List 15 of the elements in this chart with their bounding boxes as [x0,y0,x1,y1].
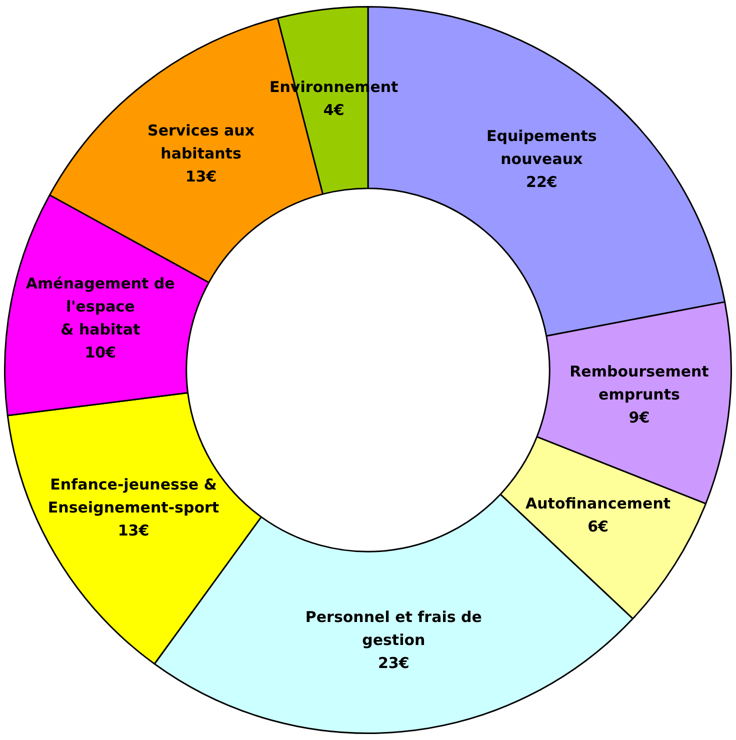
data-label: 9€ [628,408,650,427]
data-label: 13€ [118,522,150,540]
slice-label: Services aux habitants [148,122,255,163]
slice-label: Enfance-jeunesse & Enseignement-sport [48,476,220,517]
slice-label: Equipements nouveaux [486,126,597,168]
slice-label: Remboursement emprunts [570,362,709,404]
data-label: 10€ [84,343,116,362]
data-label: 13€ [185,168,217,186]
slice-label: Autofinancement [525,494,671,512]
data-label: 23€ [378,654,410,672]
slice-label: Personnel et frais de gestion [305,608,482,650]
data-label: 4€ [323,101,344,120]
slice-label: Aménagement de l'espace & habitat [26,274,175,338]
data-label: 6€ [588,517,608,536]
data-label: 22€ [526,172,558,191]
